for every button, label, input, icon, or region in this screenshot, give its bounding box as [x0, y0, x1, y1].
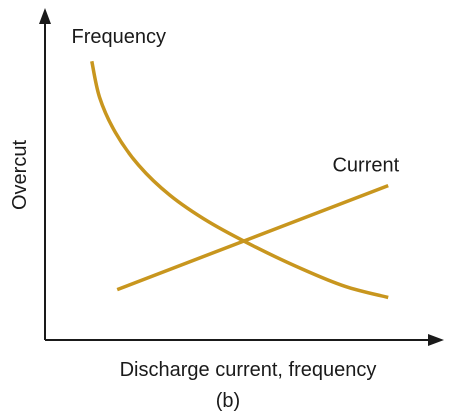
- axes: [39, 8, 444, 346]
- figure-caption: (b): [216, 390, 240, 412]
- series-layer: Frequency Current: [72, 26, 400, 300]
- series-line-current: [116, 183, 389, 292]
- x-axis-label: Discharge current, frequency: [120, 359, 377, 381]
- series-label-frequency: Frequency: [72, 26, 167, 48]
- x-axis-arrow: [428, 334, 444, 346]
- y-axis-label: Overcut: [9, 140, 31, 210]
- series-line-frequency: [90, 60, 389, 300]
- y-axis-arrow: [39, 8, 51, 24]
- series-label-current: Current: [332, 155, 399, 177]
